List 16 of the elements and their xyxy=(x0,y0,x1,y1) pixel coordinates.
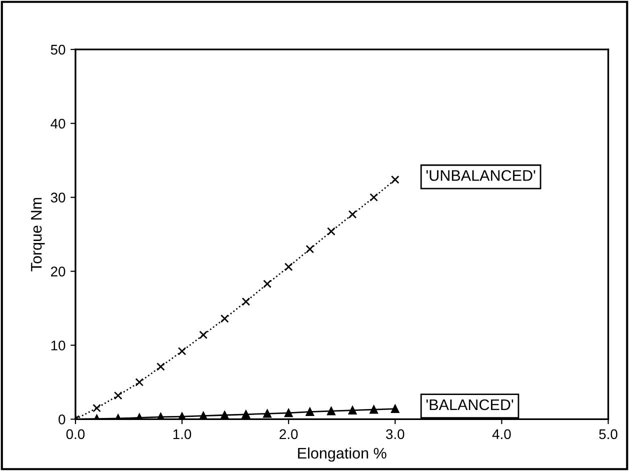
y-tick-label: 10 xyxy=(51,340,66,350)
y-tick-label: 20 xyxy=(51,266,66,276)
x-tick-label: 3.0 xyxy=(386,429,404,440)
y-axis-title: Torque Nm xyxy=(31,198,45,272)
x-tick-label: 2.0 xyxy=(280,429,298,440)
x-tick-label: 0.0 xyxy=(66,429,85,440)
x-tick-label: 5.0 xyxy=(599,429,618,440)
x-tick-label: 1.0 xyxy=(173,429,192,440)
x-axis-title: Elongation % xyxy=(298,447,386,462)
x-tick-label: 4.0 xyxy=(492,429,511,440)
y-tick-label: 50 xyxy=(50,44,66,55)
y-tick-label: 40 xyxy=(50,118,66,129)
series-label: 'UNBALANCED' xyxy=(426,170,536,181)
series-label: 'BALANCED' xyxy=(426,399,514,410)
y-tick-label: 0 xyxy=(58,414,66,424)
y-tick-label: 30 xyxy=(50,192,66,203)
